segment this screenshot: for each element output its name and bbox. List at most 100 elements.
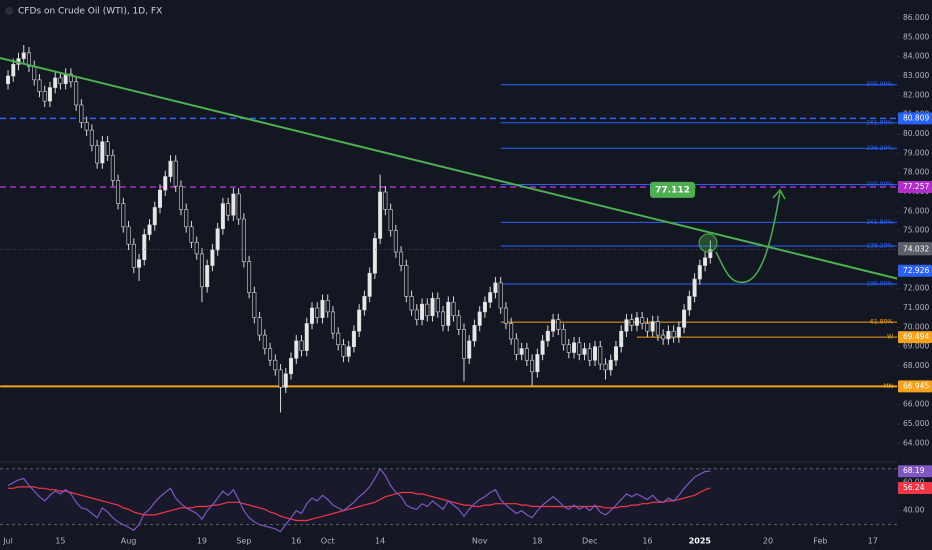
candle-body: [414, 309, 419, 320]
target-box: [650, 181, 695, 198]
y-tick-label: 72.000: [903, 284, 929, 293]
rsi-line: [7, 467, 711, 533]
price-tag: [898, 380, 932, 393]
candle-body: [514, 338, 519, 355]
rsi-tick-label: 40.00: [903, 506, 925, 515]
candle-body: [247, 261, 252, 293]
candle-body: [441, 311, 446, 326]
x-tick-label: 16: [642, 537, 652, 546]
candle-body: [524, 348, 529, 361]
candle-body: [372, 238, 377, 274]
price-tag: [898, 331, 932, 344]
candle-body: [587, 348, 592, 361]
price-tag: [898, 112, 932, 125]
x-tick-label: Nov: [472, 537, 488, 546]
candle-body: [6, 75, 11, 85]
candle-body: [79, 104, 84, 123]
candle-body: [703, 257, 708, 266]
candle-body: [645, 323, 650, 332]
candle-body: [493, 282, 498, 293]
candle-body: [330, 311, 335, 334]
candle-body: [461, 328, 466, 359]
candle-body: [357, 309, 362, 332]
candle-body: [509, 323, 514, 340]
candle-body: [598, 346, 603, 365]
x-tick-label: 14: [375, 537, 385, 546]
candle-body: [252, 292, 257, 318]
candle-body: [446, 301, 451, 326]
candle-body: [84, 122, 89, 131]
price-tag-label: 80.809: [903, 113, 929, 122]
candle-body: [58, 77, 63, 85]
price-tag-label: 56.24: [903, 483, 925, 492]
candle-body: [236, 193, 241, 220]
candle-body: [671, 330, 676, 338]
y-tick-label: 70.000: [903, 322, 929, 331]
candle-body: [692, 278, 697, 297]
x-tick-label: Jul: [2, 537, 13, 546]
candle-body: [682, 309, 687, 328]
candle-body: [42, 91, 47, 102]
price-tag-label: 66.945: [903, 381, 929, 390]
x-tick-label: 16: [291, 537, 301, 546]
candle-body: [650, 321, 655, 332]
candle-body: [11, 64, 16, 77]
candle-body: [241, 218, 246, 262]
candle-body: [74, 81, 79, 106]
candle-body: [572, 342, 577, 353]
level-label: 261.80%: [866, 119, 893, 126]
candle-body: [488, 292, 493, 303]
y-tick-label: 66.000: [903, 400, 929, 409]
price-tag-label: 72.926: [903, 266, 929, 275]
x-tick-label: 20: [763, 537, 773, 546]
candle-body: [220, 203, 225, 230]
candle-body: [158, 189, 163, 208]
candle-body: [262, 334, 267, 349]
candle-body: [37, 79, 42, 92]
level-label: W: [887, 334, 893, 341]
candle-body: [257, 317, 262, 336]
candle-body: [687, 296, 692, 311]
y-tick-label: 69.000: [903, 342, 929, 351]
candle-body: [215, 228, 220, 251]
candle-body: [451, 301, 456, 317]
candle-body: [425, 303, 430, 317]
price-tag-label: 77.257: [903, 182, 929, 191]
candle-body: [226, 203, 231, 216]
level-label: 300.00%: [866, 81, 893, 88]
level-label: 61.80%: [870, 319, 893, 326]
candle-body: [697, 265, 702, 280]
candle-body: [666, 330, 671, 340]
projection-arrow: [715, 191, 781, 284]
candle-body: [189, 226, 194, 243]
x-tick-label: 17: [868, 537, 878, 546]
candle-body: [362, 296, 367, 311]
candle-body: [325, 299, 330, 313]
y-tick-label: 78.000: [903, 168, 929, 177]
level-label: 138.20%: [866, 242, 893, 249]
highlight-circle: [698, 233, 718, 253]
level-label: 200.00%: [866, 181, 893, 188]
candle-body: [409, 296, 414, 311]
candle-body: [472, 325, 477, 342]
candle-body: [561, 328, 566, 346]
candle-body: [142, 234, 147, 260]
rsi-pane: [0, 467, 897, 533]
candle-body: [420, 303, 425, 320]
candle-body: [545, 330, 550, 342]
y-tick-label: 75.000: [903, 226, 929, 235]
candle-body: [613, 346, 618, 361]
x-tick-label: 15: [55, 537, 65, 546]
candle-body: [519, 348, 524, 355]
y-tick-label: 79.000: [903, 148, 929, 157]
candle-body: [315, 307, 320, 318]
candle-body: [346, 346, 351, 357]
axis-labels: 64.00065.00066.00067.00068.00069.00070.0…: [2, 13, 932, 550]
candle-body: [53, 77, 58, 88]
y-tick-label: 86.000: [903, 13, 929, 22]
candle-body: [430, 298, 435, 317]
y-tick-label: 84.000: [903, 52, 929, 61]
candle-body: [131, 243, 136, 268]
annotations: [698, 188, 786, 284]
